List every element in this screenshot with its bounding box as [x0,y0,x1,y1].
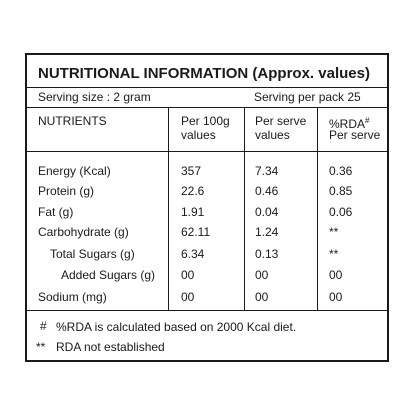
header-rda-line1: %RDA# [329,114,369,131]
divider [27,107,387,108]
row-per100: 6.34 [181,247,205,261]
row-name: Fat (g) [38,205,74,219]
row-rda: ** [329,247,339,261]
nutrition-table: NUTRITIONAL INFORMATION (Approx. values)… [25,53,389,362]
header-rda-mark: # [365,116,370,125]
footnote-text: RDA not established [56,340,165,354]
row-perserve: 1.24 [255,225,279,239]
row-perserve: 0.04 [255,205,279,219]
column-divider [244,107,245,310]
serving-size: Serving size : 2 gram [38,90,151,104]
row-rda: 00 [329,268,343,282]
row-per100: 357 [181,164,202,178]
row-per100: 1.91 [181,205,205,219]
header-perserve-line1: Per serve [255,114,307,128]
row-name: Protein (g) [38,184,95,198]
serving-per-pack: Serving per pack 25 [254,90,361,104]
row-name: Energy (Kcal) [38,164,111,178]
row-name: Added Sugars (g) [61,268,156,282]
row-perserve: 00 [255,290,269,304]
row-name: Sodium (mg) [38,290,107,304]
row-perserve: 0.13 [255,247,279,261]
header-nutrients: NUTRIENTS [38,114,107,128]
row-perserve: 00 [255,268,269,282]
header-rda-line2: Per serve [329,128,381,142]
divider [27,87,387,88]
divider [27,310,387,311]
divider [27,151,387,152]
header-rda-label: %RDA [329,117,366,131]
row-per100: 00 [181,268,195,282]
table-title: NUTRITIONAL INFORMATION (Approx. values) [38,65,370,82]
row-rda: 00 [329,290,343,304]
header-perserve-line2: values [255,128,290,142]
footnote-mark: ** [36,340,46,354]
footnote-text: %RDA is calculated based on 2000 Kcal di… [56,320,297,334]
column-divider [168,107,169,310]
header-per100-line2: values [181,128,216,142]
row-per100: 00 [181,290,195,304]
row-rda: 0.85 [329,184,353,198]
row-perserve: 0.46 [255,184,279,198]
row-rda: ** [329,225,339,239]
row-rda: 0.06 [329,205,353,219]
column-divider [317,107,318,310]
row-per100: 22.6 [181,184,205,198]
row-per100: 62.11 [181,225,211,239]
header-per100-line1: Per 100g [181,114,230,128]
row-name: Carbohydrate (g) [38,225,129,239]
row-perserve: 7.34 [255,164,279,178]
footnote-mark: # [40,319,47,333]
row-name: Total Sugars (g) [50,247,135,261]
row-rda: 0.36 [329,164,353,178]
